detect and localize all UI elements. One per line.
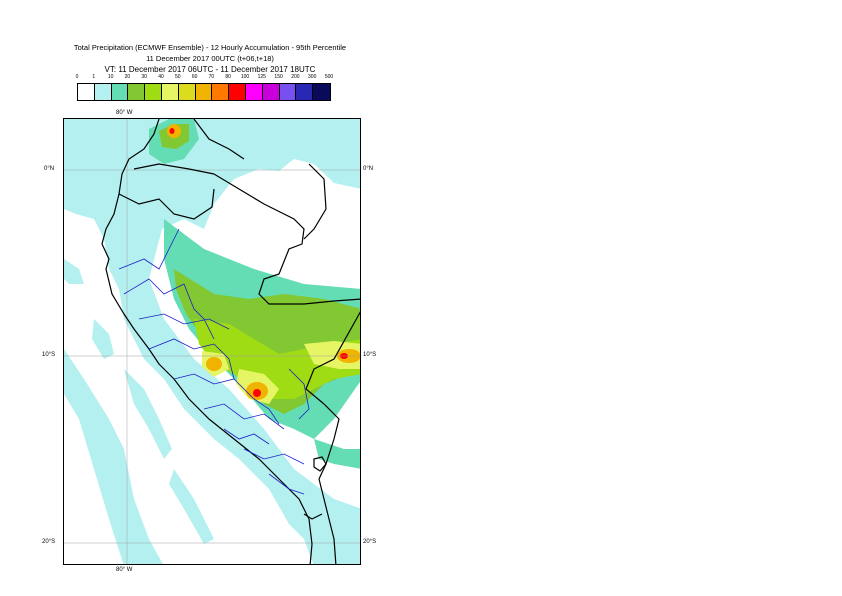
legend-swatch-3 [128,84,146,100]
legend-color-bar [77,83,331,101]
legend-swatch-7 [195,84,213,100]
chart-title-line-3: VT: 11 December 2017 06UTC - 11 December… [104,65,316,74]
lat-label-left-20s: 20°S [42,539,56,545]
legend-swatch-4 [145,84,162,100]
legend-tick-9: 80 [225,74,231,80]
legend-tick-13: 200 [291,74,300,80]
region-boundary-8 [243,448,305,465]
regional-boundaries [118,228,310,495]
lat-label-right-10s: 10°S [363,352,377,358]
region-boundary-11 [213,343,235,380]
region-boundary-5 [173,373,255,400]
precip-field-light [64,119,360,564]
region-boundary-12 [253,398,280,425]
precip-streak-ocean-4 [169,469,214,544]
coast-pacific [101,119,313,564]
legend-swatch-0 [78,84,95,100]
legend-tick-5: 40 [158,74,164,80]
teal-area-south [314,439,360,469]
lime-area-central [194,319,360,399]
region-boundary-1 [118,228,180,270]
legend-swatch-10 [245,84,263,100]
lon-label-bottom: 80° W [116,567,133,573]
legend-tick-2: 10 [107,74,114,80]
region-boundary-4 [148,338,215,350]
lat-label-right-0: 0°N [363,166,374,172]
precip-field-lime [194,319,360,399]
lake-titicaca [313,456,327,472]
legend-tick-4: 30 [141,74,147,80]
region-boundary-13 [288,368,310,420]
legend-tick-3: 20 [124,74,131,80]
orange-core-1 [206,357,222,371]
legend-swatch-11 [262,84,280,100]
precip-streak-ocean-2 [124,369,172,459]
red-core-1 [253,389,261,397]
legend-swatch-2 [111,84,129,100]
chart-title-line-1: Total Precipitation (ECMWF Ensemble) - 1… [73,43,347,52]
region-boundary-3 [138,313,230,330]
legend-swatch-12 [279,84,297,100]
legend-tick-11: 125 [257,74,266,80]
precip-streak-ocean-3 [92,319,114,359]
legend-swatch-8 [212,84,230,100]
map-canvas [64,119,360,564]
red-core-north [169,128,175,134]
legend-swatch-13 [296,84,314,100]
legend-tick-0: 0 [75,74,79,80]
border-peru-chile [303,513,323,520]
lat-label-left-10s: 10°S [42,352,56,358]
legend-swatch-14 [313,84,330,100]
region-boundary-9 [268,473,305,495]
border-colombia-venezuela [193,119,245,160]
legend-tick-12: 150 [274,74,283,80]
legend-tick-15: 500 [324,74,334,80]
region-boundary-10 [183,283,215,340]
lat-label-right-20s: 20°S [363,539,377,545]
legend-tick-14: 300 [308,74,317,80]
border-colombia-brazil [303,163,327,240]
precip-streak-ocean-1 [64,349,163,564]
precip-streak-ocean-5 [64,259,84,284]
legend-tick-10: 100 [240,74,250,80]
precip-area-north [64,119,360,564]
chart-title-line-2: 11 December 2017 00UTC (t+06,t+18) [146,54,274,63]
region-boundary-6 [203,403,285,430]
legend-swatch-9 [229,84,246,100]
legend-swatch-6 [178,84,196,100]
region-boundary-2 [123,278,185,295]
border-peru-brazil [213,173,360,305]
legend-tick-1: 1 [92,74,96,80]
legend-tick-8: 70 [208,74,215,80]
border-peru-ecuador [118,188,215,220]
legend-swatch-5 [161,84,179,100]
region-boundary-7 [223,428,270,445]
legend-tick-6: 50 [175,74,181,80]
legend-tick-7: 60 [191,74,198,80]
lon-label-top: 80° W [116,110,133,116]
legend-swatch-1 [94,84,112,100]
coastline [101,119,360,564]
border-peru-bolivia [305,311,360,480]
precipitation-map [63,118,361,565]
border-bolivia-chile [318,478,337,564]
lat-label-left-0: 0°N [44,166,55,172]
border-ecuador-colombia [133,163,215,175]
